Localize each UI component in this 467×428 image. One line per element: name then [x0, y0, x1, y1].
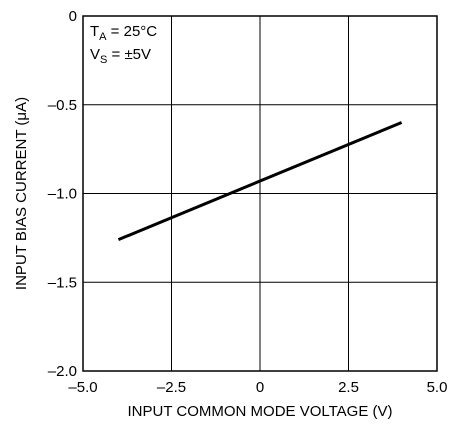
annotation-vs-value: = ±5V [107, 46, 151, 63]
grid [83, 16, 437, 371]
x-tick-label: –2.5 [157, 379, 186, 396]
x-tick-label: 2.5 [338, 379, 359, 396]
annotation-supply: VS = ±5V [90, 46, 151, 66]
y-tick-label: –1.5 [48, 274, 77, 291]
annotation-ta-sub: A [99, 31, 107, 43]
plot-frame [82, 15, 438, 372]
annotation-ta-value: = 25°C [107, 23, 158, 40]
x-axis-label: INPUT COMMON MODE VOLTAGE (V) [127, 403, 392, 420]
annotation-temperature: TA = 25°C [90, 23, 157, 43]
series-layer [117, 121, 403, 242]
y-tick-label: –1.0 [48, 186, 77, 203]
y-tick-labels: 0 –0.5 –1.0 –1.5 –2.0 [48, 8, 77, 380]
series-line [117, 121, 403, 242]
x-tick-labels: –5.0 –2.5 0 2.5 5.0 [68, 379, 447, 396]
y-axis-label: INPUT BIAS CURRENT (μA) [13, 97, 30, 290]
y-axis-label-mu: μ [13, 112, 30, 121]
x-tick-label: –5.0 [68, 379, 97, 396]
annotation-ta-main: T [90, 23, 99, 40]
y-tick-label: 0 [69, 8, 77, 25]
y-axis-label-tail: A) [13, 97, 30, 112]
annotation-vs-main: V [90, 46, 100, 63]
annotation-vs-sub: S [100, 54, 107, 66]
x-tick-label: 5.0 [427, 379, 448, 396]
y-tick-label: –0.5 [48, 97, 77, 114]
y-tick-label: –2.0 [48, 363, 77, 380]
x-tick-label: 0 [256, 379, 264, 396]
y-axis-label-main: INPUT BIAS CURRENT ( [13, 121, 30, 290]
